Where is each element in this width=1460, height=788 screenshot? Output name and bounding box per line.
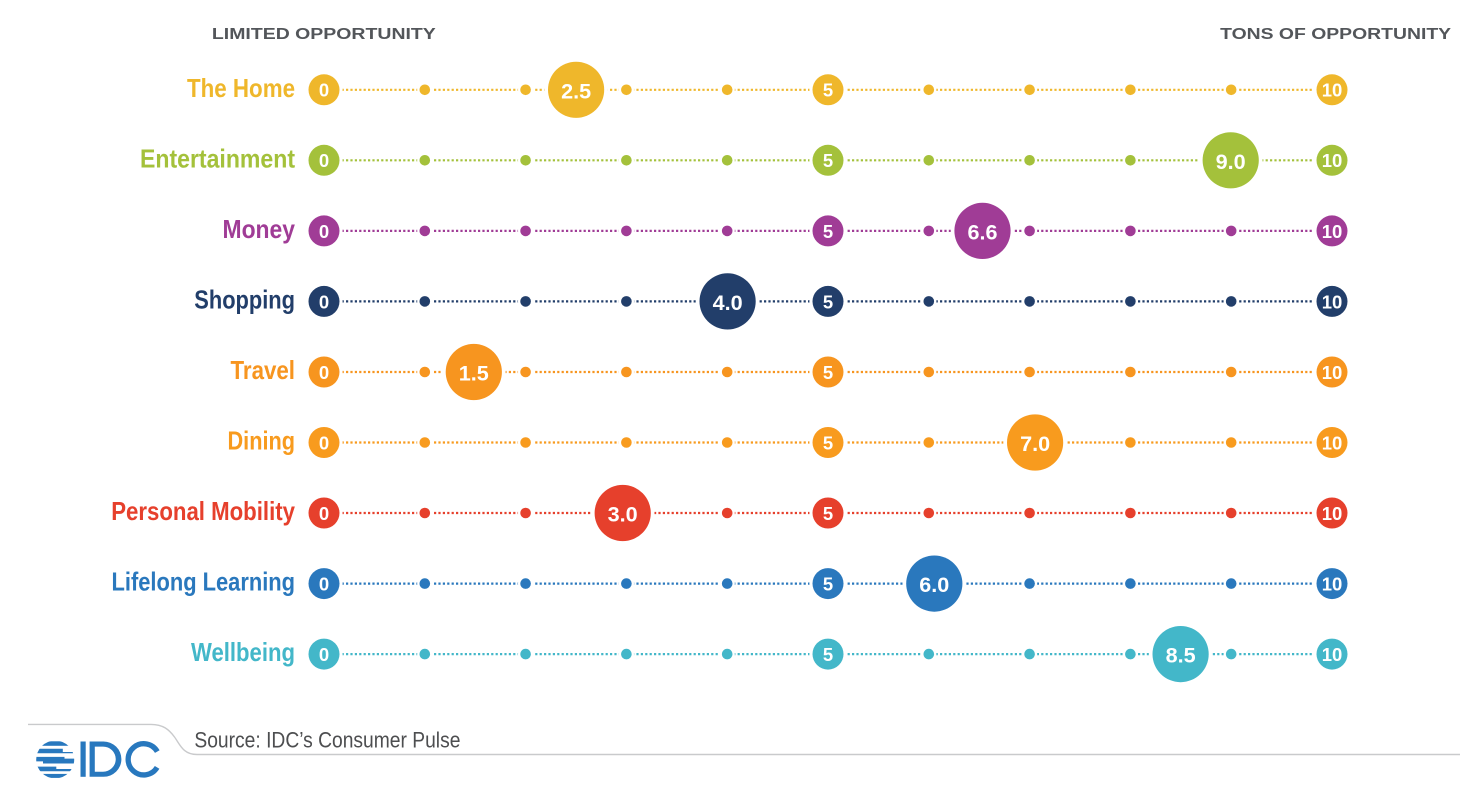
svg-text:5: 5 bbox=[823, 644, 833, 665]
svg-text:0: 0 bbox=[319, 221, 329, 242]
svg-text:10: 10 bbox=[1322, 150, 1343, 171]
svg-text:5: 5 bbox=[823, 80, 833, 101]
svg-text:0: 0 bbox=[319, 362, 329, 383]
svg-text:Source: IDC’s Consumer Pulse: Source: IDC’s Consumer Pulse bbox=[194, 728, 460, 753]
svg-text:10: 10 bbox=[1322, 432, 1343, 453]
svg-text:Wellbeing: Wellbeing bbox=[191, 637, 295, 667]
svg-text:Lifelong Learning: Lifelong Learning bbox=[112, 567, 296, 597]
svg-text:TONS OF OPPORTUNITY: TONS OF OPPORTUNITY bbox=[1220, 26, 1451, 43]
svg-text:0: 0 bbox=[319, 644, 329, 665]
svg-text:6.0: 6.0 bbox=[919, 572, 949, 597]
svg-text:The Home: The Home bbox=[187, 73, 295, 103]
svg-text:10: 10 bbox=[1322, 362, 1343, 383]
svg-text:LIMITED OPPORTUNITY: LIMITED OPPORTUNITY bbox=[212, 26, 436, 43]
svg-text:7.0: 7.0 bbox=[1020, 431, 1050, 456]
svg-text:5: 5 bbox=[823, 291, 833, 312]
svg-text:4.0: 4.0 bbox=[713, 290, 743, 315]
svg-text:0: 0 bbox=[319, 574, 329, 595]
svg-text:5: 5 bbox=[823, 150, 833, 171]
svg-text:0: 0 bbox=[319, 291, 329, 312]
svg-text:10: 10 bbox=[1322, 644, 1343, 665]
svg-text:5: 5 bbox=[823, 362, 833, 383]
svg-text:Personal Mobility: Personal Mobility bbox=[111, 496, 295, 526]
svg-text:10: 10 bbox=[1322, 291, 1343, 312]
svg-text:1.5: 1.5 bbox=[459, 361, 489, 386]
svg-text:9.0: 9.0 bbox=[1216, 149, 1246, 174]
svg-text:6.6: 6.6 bbox=[967, 219, 997, 244]
svg-text:10: 10 bbox=[1322, 80, 1343, 101]
svg-text:5: 5 bbox=[823, 432, 833, 453]
svg-text:5: 5 bbox=[823, 221, 833, 242]
svg-text:5: 5 bbox=[823, 503, 833, 524]
svg-text:Dining: Dining bbox=[228, 426, 296, 456]
svg-text:Travel: Travel bbox=[231, 355, 296, 385]
svg-text:Money: Money bbox=[223, 214, 296, 244]
svg-text:10: 10 bbox=[1322, 574, 1343, 595]
svg-text:3.0: 3.0 bbox=[608, 502, 638, 527]
svg-text:2.5: 2.5 bbox=[561, 78, 591, 103]
svg-text:Entertainment: Entertainment bbox=[140, 143, 295, 173]
svg-text:Shopping: Shopping bbox=[194, 284, 295, 314]
svg-text:0: 0 bbox=[319, 80, 329, 101]
svg-text:0: 0 bbox=[319, 503, 329, 524]
svg-text:5: 5 bbox=[823, 574, 833, 595]
svg-text:0: 0 bbox=[319, 150, 329, 171]
svg-text:10: 10 bbox=[1322, 221, 1343, 242]
svg-text:8.5: 8.5 bbox=[1166, 643, 1196, 668]
svg-text:0: 0 bbox=[319, 432, 329, 453]
svg-text:10: 10 bbox=[1322, 503, 1343, 524]
